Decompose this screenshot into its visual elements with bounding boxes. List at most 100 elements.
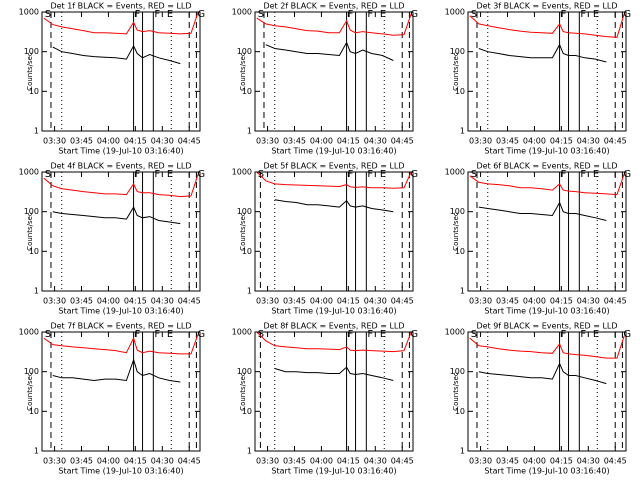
series-line <box>52 206 181 225</box>
x-tick-label: 04:15 <box>337 457 360 466</box>
event-label: S <box>258 169 264 180</box>
event-label: G <box>197 329 205 340</box>
event-label: G <box>197 169 205 180</box>
series-line <box>43 333 199 355</box>
y-tick-label: 1 <box>460 287 465 296</box>
chart-title: Det 1f BLACK = Events, RED = LLD <box>50 2 191 11</box>
event-label: F <box>135 329 141 340</box>
event-label: G <box>623 9 631 20</box>
y-tick-label: 1 <box>247 447 252 456</box>
series-line <box>256 331 412 353</box>
event-label: G <box>410 329 418 340</box>
event-label: F <box>580 9 586 20</box>
event-label: S <box>258 9 264 20</box>
y-tick-label: 1 <box>34 447 39 456</box>
y-tick-label: 100 <box>450 47 465 56</box>
event-label: E <box>167 169 173 180</box>
series-line <box>52 44 181 65</box>
event-label: G <box>197 9 205 20</box>
y-axis-label: Counts/sec <box>26 372 34 411</box>
x-tick-label: 04:15 <box>124 297 147 306</box>
y-tick-label: 1 <box>247 127 252 136</box>
x-tick-label: 04:00 <box>523 297 546 306</box>
chart-title: Det 2f BLACK = Events, RED = LLD <box>263 2 404 11</box>
series-line <box>52 358 181 383</box>
x-tick-label: 04:00 <box>97 297 120 306</box>
y-tick-label: 1000 <box>445 8 465 17</box>
x-tick-label: 04:15 <box>550 137 573 146</box>
y-tick-label: 10 <box>242 87 252 96</box>
y-axis-label: Counts/sec <box>26 52 34 91</box>
y-tick-label: 100 <box>450 207 465 216</box>
x-tick-label: 04:30 <box>151 457 174 466</box>
y-tick-label: 1000 <box>232 8 252 17</box>
y-tick-label: 1000 <box>19 328 39 337</box>
event-label: F <box>154 9 160 20</box>
y-tick-label: 1000 <box>445 328 465 337</box>
x-axis-label: Start Time (19-Jul-10 03:16:40) <box>484 467 609 476</box>
y-tick-label: 1000 <box>19 8 39 17</box>
event-label: S <box>45 329 51 340</box>
y-axis-label: Counts/sec <box>239 212 247 251</box>
x-tick-label: 03:45 <box>496 457 519 466</box>
event-label: S <box>45 169 51 180</box>
x-tick-label: 04:15 <box>550 457 573 466</box>
x-tick-label: 04:00 <box>310 137 333 146</box>
event-label: G <box>410 9 418 20</box>
x-tick-label: 04:45 <box>178 137 201 146</box>
y-tick-label: 10 <box>29 247 39 256</box>
x-axis-label: Start Time (19-Jul-10 03:16:40) <box>58 467 183 476</box>
event-label: F <box>367 169 373 180</box>
y-tick-label: 1 <box>460 447 465 456</box>
x-tick-label: 04:45 <box>391 137 414 146</box>
series-line <box>478 362 607 385</box>
x-tick-label: 04:00 <box>523 457 546 466</box>
event-label: F <box>348 169 354 180</box>
y-tick-label: 10 <box>455 247 465 256</box>
event-label: F <box>561 329 567 340</box>
x-tick-label: 04:15 <box>337 297 360 306</box>
y-axis-label: Counts/sec <box>26 212 34 251</box>
plot-frame <box>254 11 414 132</box>
y-tick-label: 1 <box>247 287 252 296</box>
series-line <box>274 199 394 213</box>
y-tick-label: 1000 <box>19 168 39 177</box>
event-label: S <box>471 169 477 180</box>
x-tick-label: 03:30 <box>469 297 492 306</box>
y-tick-label: 10 <box>242 247 252 256</box>
y-tick-label: 100 <box>24 47 39 56</box>
x-tick-label: 04:30 <box>577 297 600 306</box>
series-line <box>469 13 625 38</box>
event-label: F <box>561 9 567 20</box>
x-tick-label: 04:45 <box>604 297 627 306</box>
plot-frame <box>467 11 627 132</box>
x-tick-label: 03:30 <box>43 137 66 146</box>
chart-title: Det 9f BLACK = Events, RED = LLD <box>476 322 617 331</box>
event-label: G <box>410 169 418 180</box>
event-label: E <box>380 169 386 180</box>
x-axis-label: Start Time (19-Jul-10 03:16:40) <box>484 307 609 316</box>
x-tick-label: 04:30 <box>151 297 174 306</box>
event-label: F <box>561 169 567 180</box>
x-tick-label: 04:00 <box>310 457 333 466</box>
x-tick-label: 04:30 <box>577 137 600 146</box>
series-line <box>265 41 394 61</box>
event-label: E <box>593 329 599 340</box>
x-tick-label: 03:30 <box>43 457 66 466</box>
x-tick-label: 03:30 <box>43 297 66 306</box>
x-tick-label: 03:30 <box>256 137 279 146</box>
event-label: F <box>367 9 373 20</box>
x-tick-label: 03:30 <box>256 297 279 306</box>
y-tick-label: 100 <box>24 367 39 376</box>
event-label: F <box>367 329 373 340</box>
x-tick-label: 04:30 <box>364 457 387 466</box>
plot-frame <box>467 171 627 292</box>
x-tick-label: 04:30 <box>151 137 174 146</box>
event-label: E <box>380 9 386 20</box>
plot-frame <box>41 171 201 292</box>
x-tick-label: 04:30 <box>577 457 600 466</box>
chart-title: Det 6f BLACK = Events, RED = LLD <box>476 162 617 171</box>
y-tick-label: 100 <box>24 207 39 216</box>
chart-title: Det 5f BLACK = Events, RED = LLD <box>263 162 404 171</box>
